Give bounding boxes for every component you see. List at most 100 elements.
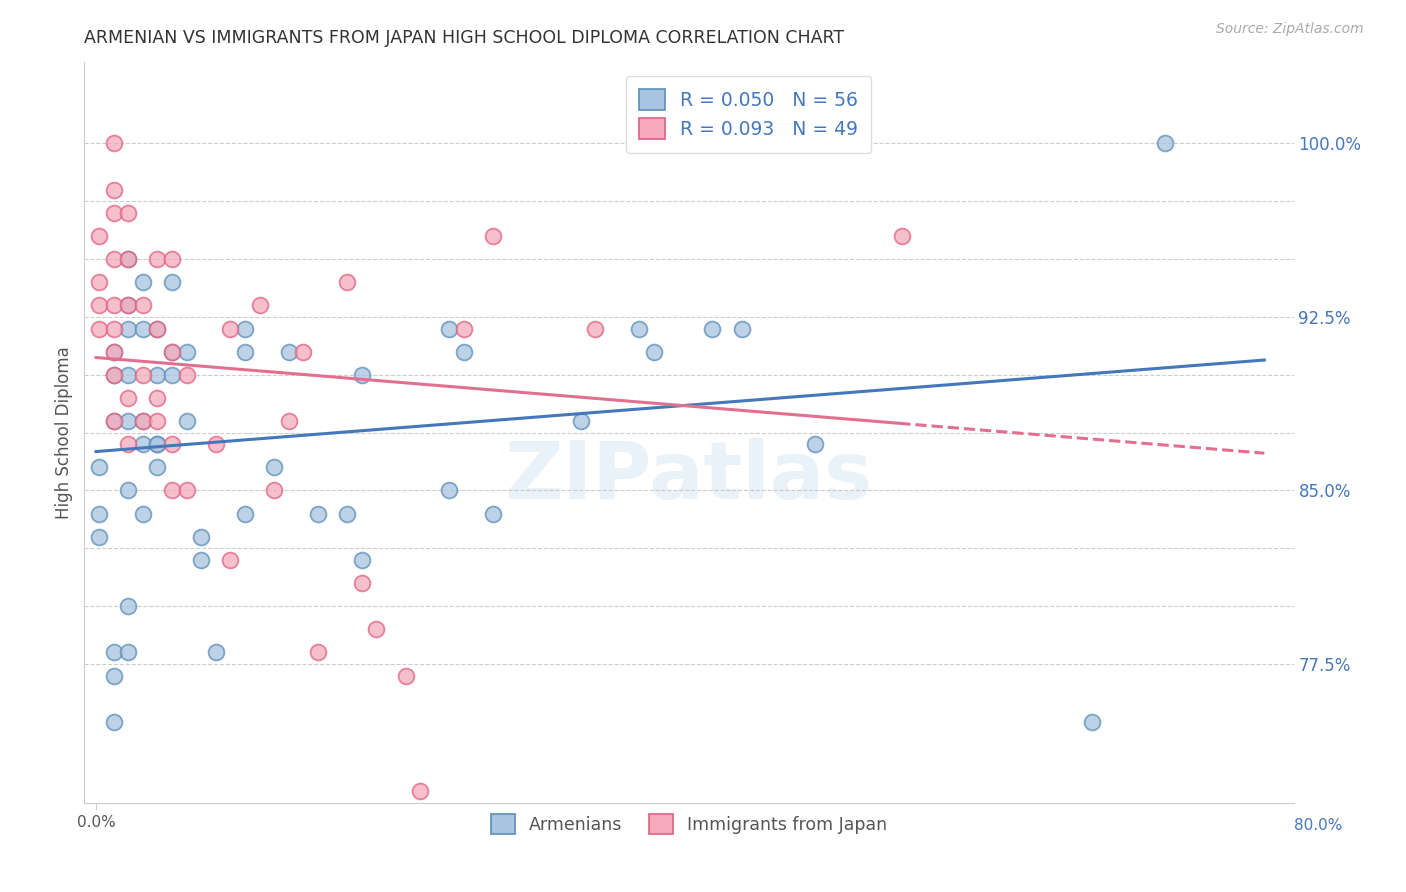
Point [160, 275, 183, 289]
Point [132, 437, 155, 451]
Point [87, 229, 110, 244]
Point [409, 784, 432, 798]
Point [160, 483, 183, 498]
Point [350, 368, 373, 382]
Point [103, 183, 125, 197]
Point [103, 298, 125, 312]
Point [482, 507, 505, 521]
Point [176, 414, 198, 428]
Point [233, 507, 256, 521]
Point [263, 483, 285, 498]
Point [730, 321, 752, 335]
Point [160, 344, 183, 359]
Point [146, 437, 169, 451]
Point [117, 298, 139, 312]
Point [103, 206, 125, 220]
Point [103, 344, 125, 359]
Point [439, 321, 461, 335]
Text: Source: ZipAtlas.com: Source: ZipAtlas.com [1216, 22, 1364, 37]
Point [117, 599, 139, 614]
Point [132, 414, 155, 428]
Point [439, 483, 461, 498]
Point [277, 414, 299, 428]
Point [307, 645, 329, 659]
Point [204, 645, 226, 659]
Point [146, 252, 169, 266]
Point [87, 321, 110, 335]
Point [117, 321, 139, 335]
Point [891, 229, 914, 244]
Point [87, 298, 110, 312]
Point [146, 437, 169, 451]
Point [453, 344, 475, 359]
Point [366, 622, 388, 636]
Point [160, 252, 183, 266]
Point [117, 645, 139, 659]
Point [160, 344, 183, 359]
Text: 80.0%: 80.0% [1295, 818, 1343, 832]
Point [132, 414, 155, 428]
Point [176, 344, 198, 359]
Point [307, 507, 329, 521]
Point [103, 136, 125, 151]
Point [132, 298, 155, 312]
Point [702, 321, 724, 335]
Point [103, 645, 125, 659]
Point [103, 321, 125, 335]
Point [132, 368, 155, 382]
Point [117, 252, 139, 266]
Point [176, 368, 198, 382]
Point [176, 483, 198, 498]
Point [146, 368, 169, 382]
Point [117, 391, 139, 405]
Point [686, 136, 709, 151]
Point [160, 368, 183, 382]
Point [103, 414, 125, 428]
Point [103, 368, 125, 382]
Point [190, 553, 212, 567]
Point [87, 507, 110, 521]
Text: ZIPatlas: ZIPatlas [505, 438, 873, 516]
Point [233, 321, 256, 335]
Point [87, 530, 110, 544]
Point [628, 321, 651, 335]
Point [117, 414, 139, 428]
Point [569, 414, 592, 428]
Point [277, 344, 299, 359]
Point [117, 437, 139, 451]
Point [482, 229, 505, 244]
Point [395, 668, 418, 682]
Point [1081, 714, 1104, 729]
Point [336, 275, 359, 289]
Point [146, 321, 169, 335]
Point [350, 576, 373, 591]
Point [117, 483, 139, 498]
Point [146, 414, 169, 428]
Point [204, 437, 226, 451]
Point [146, 391, 169, 405]
Point [219, 321, 242, 335]
Point [103, 414, 125, 428]
Point [249, 298, 271, 312]
Point [263, 460, 285, 475]
Point [292, 344, 315, 359]
Point [117, 252, 139, 266]
Point [160, 437, 183, 451]
Point [190, 530, 212, 544]
Point [103, 668, 125, 682]
Text: ARMENIAN VS IMMIGRANTS FROM JAPAN HIGH SCHOOL DIPLOMA CORRELATION CHART: ARMENIAN VS IMMIGRANTS FROM JAPAN HIGH S… [84, 29, 845, 47]
Y-axis label: High School Diploma: High School Diploma [55, 346, 73, 519]
Point [117, 368, 139, 382]
Point [103, 252, 125, 266]
Point [1154, 136, 1177, 151]
Point [117, 206, 139, 220]
Point [103, 344, 125, 359]
Point [453, 321, 475, 335]
Point [132, 321, 155, 335]
Point [219, 553, 242, 567]
Point [146, 460, 169, 475]
Point [87, 460, 110, 475]
Point [350, 553, 373, 567]
Point [103, 714, 125, 729]
Point [233, 344, 256, 359]
